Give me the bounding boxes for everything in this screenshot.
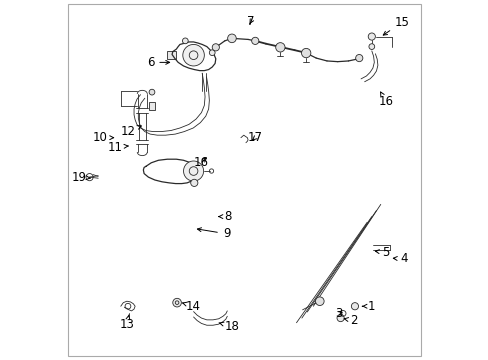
Text: 9: 9 (197, 227, 230, 240)
Circle shape (212, 44, 219, 51)
Circle shape (368, 44, 374, 49)
Text: 16: 16 (378, 92, 393, 108)
Circle shape (183, 44, 204, 66)
Text: 18: 18 (219, 320, 239, 333)
Circle shape (182, 38, 188, 44)
Circle shape (275, 42, 285, 52)
Text: 14: 14 (183, 300, 201, 313)
Circle shape (315, 297, 324, 306)
Circle shape (301, 48, 310, 58)
Circle shape (336, 315, 344, 321)
Text: 6: 6 (146, 56, 169, 69)
Text: 13: 13 (119, 315, 134, 331)
Circle shape (251, 37, 258, 44)
Text: 15: 15 (383, 16, 409, 35)
Text: 17: 17 (247, 131, 262, 144)
Text: 4: 4 (392, 252, 407, 265)
Circle shape (190, 179, 198, 186)
Text: 2: 2 (344, 314, 357, 327)
Circle shape (351, 303, 358, 310)
Text: 11: 11 (107, 140, 128, 153)
Circle shape (149, 89, 155, 95)
Circle shape (227, 34, 236, 42)
FancyBboxPatch shape (149, 102, 155, 110)
Text: 5: 5 (375, 246, 389, 259)
Text: 19: 19 (72, 171, 90, 184)
Text: 7: 7 (247, 15, 254, 28)
Circle shape (367, 33, 375, 40)
Circle shape (183, 161, 203, 181)
Circle shape (172, 298, 181, 307)
Circle shape (355, 54, 362, 62)
Text: 8: 8 (218, 210, 232, 223)
FancyBboxPatch shape (167, 51, 176, 59)
Text: 12: 12 (120, 125, 141, 138)
Text: 10: 10 (93, 131, 114, 144)
Text: 1: 1 (362, 300, 375, 313)
Text: 16: 16 (193, 156, 208, 169)
Text: 3: 3 (334, 307, 342, 320)
Circle shape (209, 50, 215, 55)
